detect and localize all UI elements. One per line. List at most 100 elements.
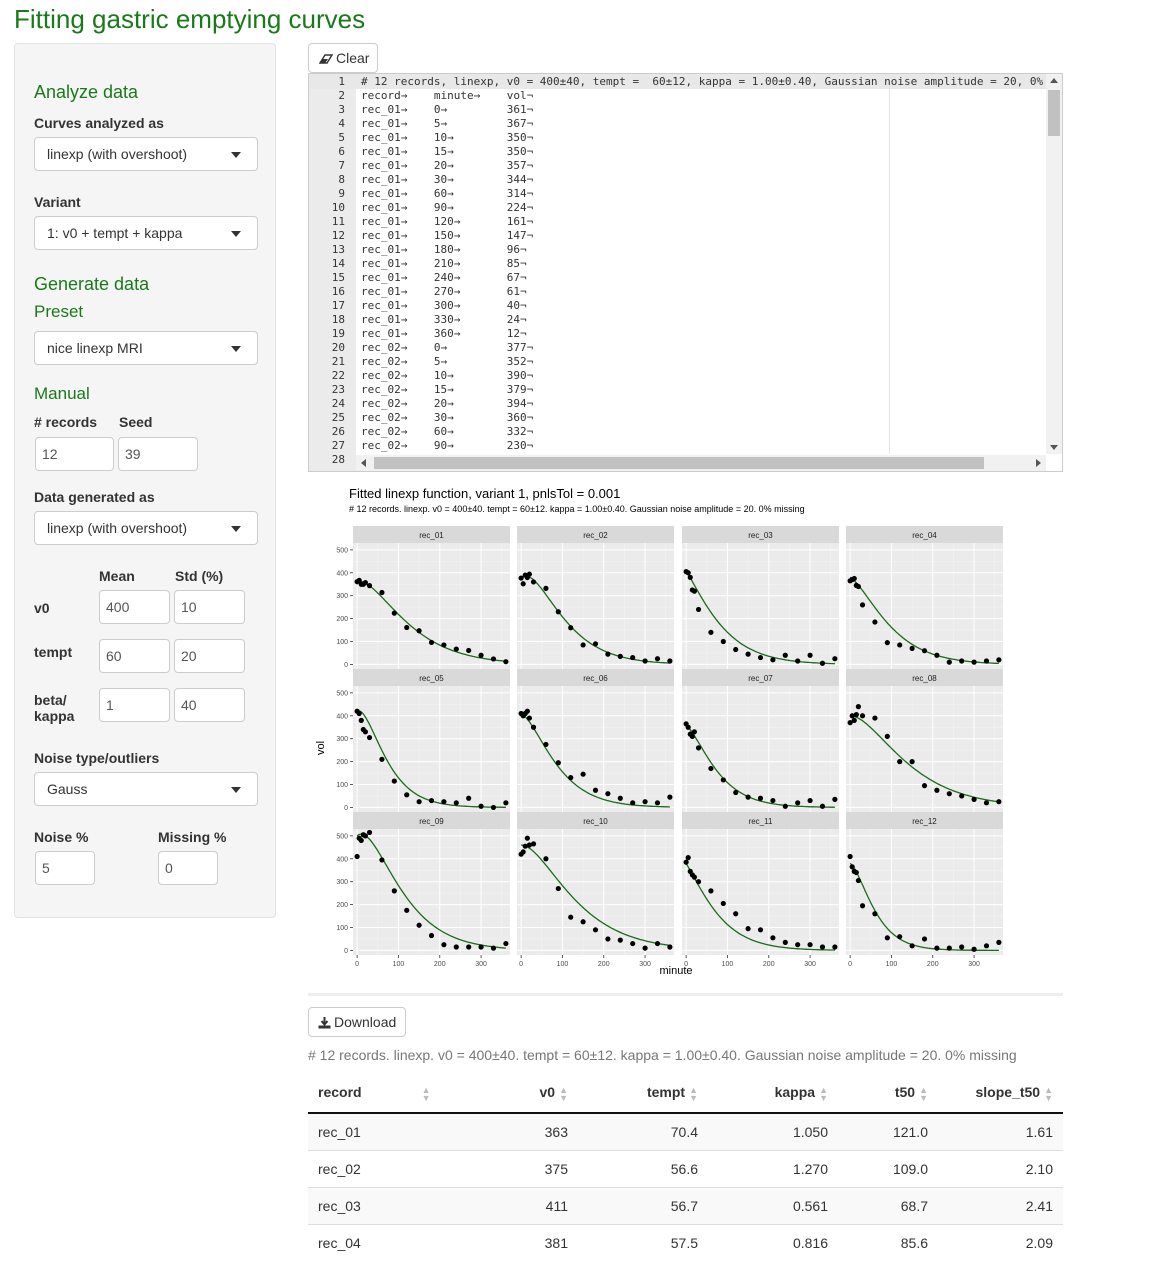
data-point [654,940,661,947]
data-point [691,874,697,880]
column-header-tempt[interactable]: tempt ▲ ▼ [578,1074,708,1114]
data-point [720,900,726,907]
data-point [520,849,526,855]
preset-select[interactable]: nice linexp MRI [34,331,258,365]
data-point [872,619,878,625]
sort-icon: ▲ ▼ [559,1084,568,1103]
tempt-mean-input[interactable]: 60 [99,639,170,673]
fit-line [520,712,670,808]
data-point [453,646,459,652]
data-point [959,944,965,950]
kappa-mean-input[interactable]: 1 [99,688,170,722]
clear-button[interactable]: Clear [308,43,378,73]
code-line: rec_01→ 270→ 61¬ [361,285,527,298]
hscroll-thumb[interactable] [374,457,984,469]
kappa-label: kappa [34,708,75,724]
column-header-record[interactable]: record ▲ ▼ [308,1074,458,1114]
data-point [770,657,776,663]
tempt-label: tempt [34,644,73,660]
data-point [733,646,739,653]
data-point [770,797,776,804]
column-header-kappa[interactable]: kappa ▲ ▼ [708,1074,838,1114]
column-header-v0[interactable]: v0 ▲ ▼ [458,1074,578,1114]
data-point [490,945,497,951]
table-cell: 56.6 [578,1150,708,1188]
noise-type-select[interactable]: Gauss [34,772,258,806]
line-number: 7 [338,159,345,172]
column-header-t50[interactable]: t50 ▲ ▼ [838,1074,938,1114]
v0-mean-input[interactable]: 400 [99,590,170,624]
kappa-std-input[interactable]: 40 [174,688,245,722]
scroll-left-icon[interactable] [361,459,366,467]
missing-input[interactable]: 0 [158,851,218,885]
data-point [745,651,751,657]
y-tick-label: 100 [336,925,348,932]
table-row[interactable]: rec_03 411 56.7 0.561 68.7 2.41 [308,1187,1063,1225]
y-tick-label: 0 [344,662,348,669]
editor-hscrollbar[interactable] [356,455,1046,471]
column-header-slope-t50[interactable]: slope_t50 ▲ ▼ [938,1074,1063,1114]
data-point [366,829,373,836]
editor-vscrollbar[interactable] [1046,74,1062,454]
tempt-std-input[interactable]: 20 [174,639,245,673]
data-point [921,936,928,942]
table-row[interactable]: rec_01 363 70.4 1.050 121.0 1.61 [308,1112,1063,1151]
scroll-down-icon[interactable] [1050,445,1058,450]
data-point [530,579,537,585]
x-tick-label: 0 [848,961,852,968]
records-input[interactable]: 12 [35,437,114,471]
data-point [543,585,549,591]
data-point [832,796,838,802]
data-point [568,775,574,781]
data-point [379,756,385,762]
data-point [909,645,915,651]
table-row[interactable]: rec_02 375 56.6 1.270 109.0 2.10 [308,1150,1063,1188]
plot-title: Fitted linexp function, variant 1, pnlsT… [349,486,620,501]
data-point [530,724,537,730]
column-header-label: tempt [646,1084,686,1101]
download-button[interactable]: Download [308,1007,406,1037]
data-point [654,656,661,662]
vscroll-thumb[interactable] [1048,90,1060,136]
data-point [733,911,739,917]
data-point [807,942,813,948]
data-point [847,720,853,726]
data-generated-select[interactable]: linexp (with overshoot) [34,511,258,545]
data-point [642,658,648,664]
panel-strip-label: rec_06 [583,674,608,683]
analyze-heading: Analyze data [34,82,139,102]
data-point [555,885,561,892]
records-label: # records [34,414,98,430]
curves-select[interactable]: linexp (with overshoot) [34,137,258,171]
data-editor[interactable]: 1 # 12 records, linexp, v0 = 400±40, temp… [308,73,1063,472]
variant-select[interactable]: 1: v0 + tempt + kappa [34,216,258,250]
missing-label: Missing % [158,829,227,845]
table-row[interactable]: rec_04 381 57.5 0.816 85.6 2.09 [308,1224,1063,1261]
noise-type-value: Gauss [47,781,88,797]
data-point [404,792,410,798]
scroll-up-icon[interactable] [1050,78,1058,83]
data-point [354,853,360,860]
scroll-right-icon[interactable] [1036,459,1041,467]
x-tick-label: 0 [355,961,359,968]
panel-background [682,543,839,669]
panel-strip [682,526,839,543]
y-tick-label: 0 [344,948,348,955]
y-tick-label: 300 [336,593,348,600]
curves-label: Curves analyzed as [34,115,164,131]
results-caption: # 12 records. linexp. v0 = 400±40. tempt… [308,1047,1017,1063]
code-line: rec_01→ 150→ 147¬ [361,229,534,242]
seed-input[interactable]: 39 [118,437,198,471]
y-tick-label: 500 [336,690,348,697]
line-number: 28 [331,453,345,466]
table-cell: 363 [458,1112,578,1151]
noise-input[interactable]: 5 [35,851,95,885]
data-point [654,800,661,806]
data-point [795,658,801,664]
data-point [428,639,435,646]
data-point [617,795,623,801]
data-point [695,745,702,751]
chevron-down-icon [231,152,241,158]
v0-std-input[interactable]: 10 [174,590,245,624]
line-number: 17 [331,299,345,312]
